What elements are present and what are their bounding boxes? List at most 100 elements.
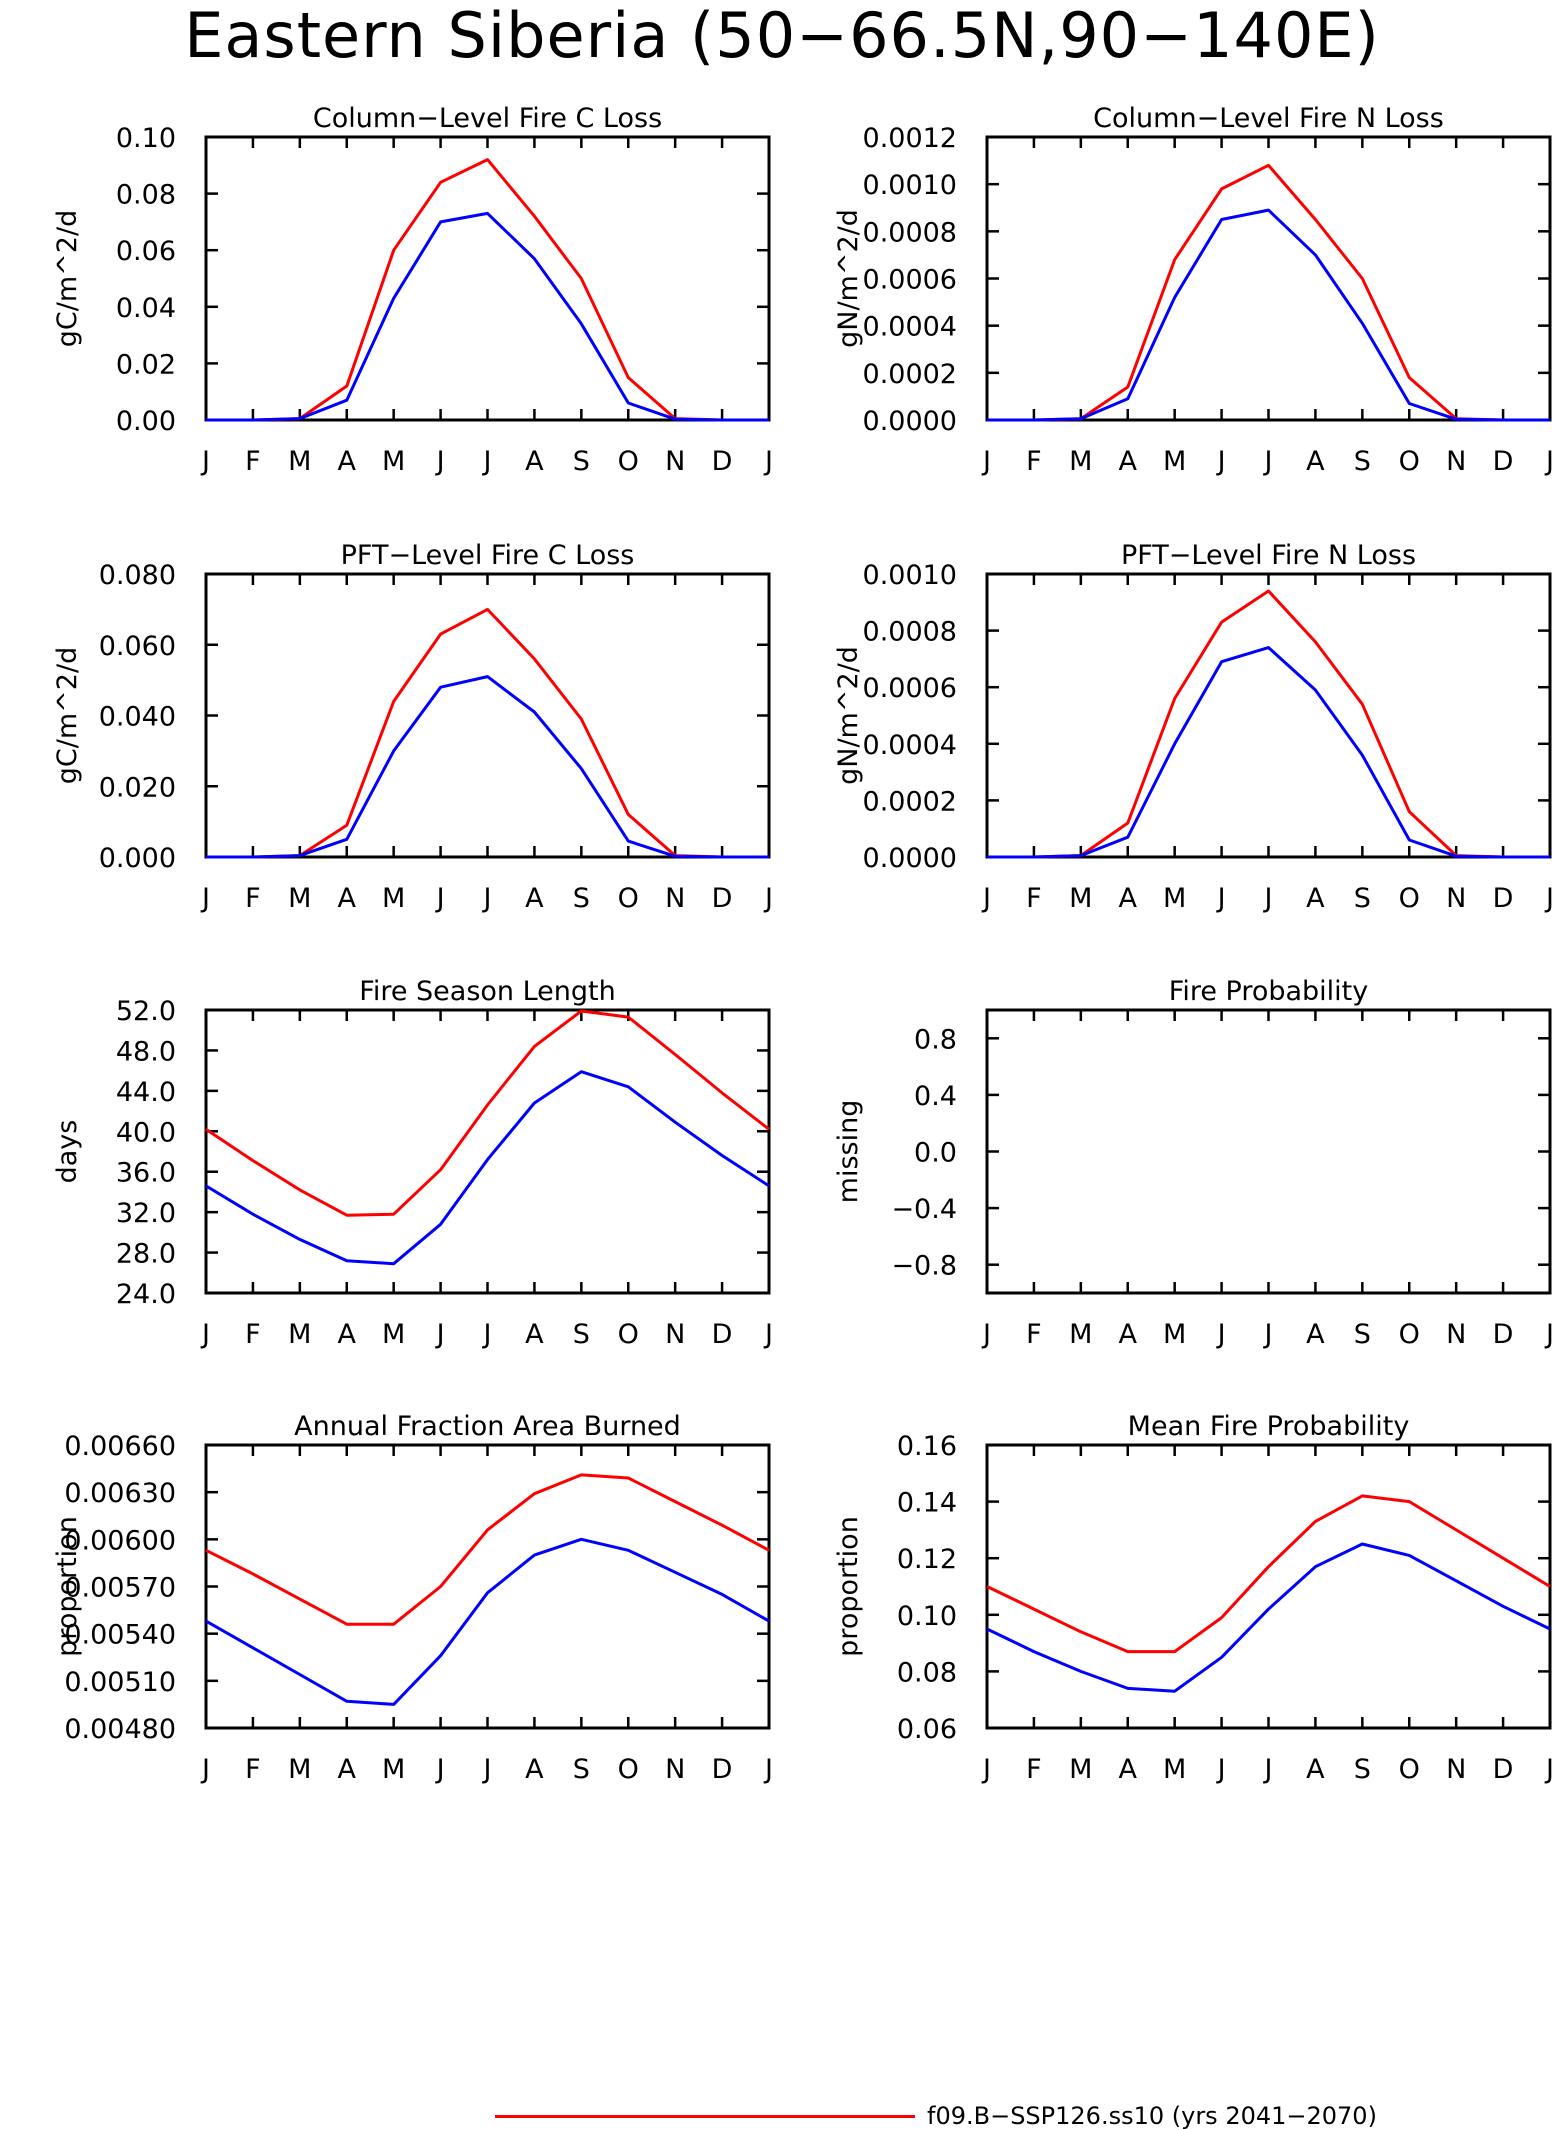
series-line-2 bbox=[987, 208, 1550, 422]
x-tick-label: N bbox=[1446, 1754, 1466, 1785]
x-tick-label: M bbox=[382, 883, 405, 914]
x-tick-label: D bbox=[1493, 1319, 1514, 1350]
plot-frame bbox=[985, 135, 1552, 422]
y-tick-label: 0.00480 bbox=[64, 1714, 176, 1745]
series-line-2 bbox=[205, 1537, 770, 1706]
x-tick-label: J bbox=[200, 883, 210, 914]
y-tick-label: 0.10 bbox=[116, 123, 176, 154]
x-tick-label: D bbox=[1493, 883, 1514, 914]
legend-red-line bbox=[495, 2114, 915, 2118]
y-tick-label: 0.0 bbox=[914, 1138, 957, 1169]
y-tick-label: 24.0 bbox=[116, 1279, 176, 1310]
x-tick-label: M bbox=[288, 1754, 311, 1785]
x-tick-label: J bbox=[981, 1754, 991, 1785]
y-tick-label: 36.0 bbox=[116, 1158, 176, 1189]
series-line-1 bbox=[986, 1494, 1551, 1654]
y-axis-label: days bbox=[52, 1120, 83, 1184]
y-tick-label: 0.0008 bbox=[863, 217, 957, 248]
y-tick-label: 0.060 bbox=[99, 631, 176, 662]
y-tick-label: 0.0006 bbox=[863, 673, 957, 704]
y-tick-label: 0.00 bbox=[116, 406, 176, 437]
figure-title: Eastern Siberia (50−66.5N,90−140E) bbox=[184, 0, 1380, 72]
x-tick-label: A bbox=[1119, 1754, 1138, 1785]
panel-title: Column−Level Fire N Loss bbox=[1093, 103, 1444, 134]
x-tick-label: J bbox=[981, 446, 991, 477]
x-tick-label: J bbox=[482, 1319, 492, 1350]
x-tick-label: J bbox=[1263, 1754, 1273, 1785]
y-tick-label: 0.06 bbox=[897, 1714, 957, 1745]
y-tick-label: −0.8 bbox=[891, 1251, 957, 1282]
x-tick-label: A bbox=[1306, 1319, 1325, 1350]
y-tick-label: 0.00600 bbox=[64, 1525, 176, 1556]
series-line-2 bbox=[986, 1542, 1551, 1693]
y-tick-label: 48.0 bbox=[116, 1036, 176, 1067]
x-tick-label: J bbox=[1263, 1319, 1273, 1350]
x-tick-label: M bbox=[1163, 1319, 1186, 1350]
series-line-1 bbox=[206, 158, 769, 422]
x-tick-label: J bbox=[981, 1319, 991, 1350]
x-tick-label: J bbox=[200, 1754, 210, 1785]
x-tick-label: N bbox=[665, 1319, 685, 1350]
y-axis-label: proportion bbox=[52, 1516, 83, 1657]
legend: f09.B−SSP126.ss10 (yrs 2041−2070) bbox=[495, 2102, 1377, 2130]
y-tick-label: 0.06 bbox=[116, 236, 176, 267]
x-tick-label: F bbox=[245, 883, 261, 914]
y-tick-label: −0.4 bbox=[891, 1194, 957, 1225]
y-tick-label: 0.040 bbox=[99, 702, 176, 733]
y-tick-label: 0.00630 bbox=[64, 1478, 176, 1509]
x-tick-label: M bbox=[1069, 446, 1092, 477]
y-tick-label: 0.0004 bbox=[863, 312, 957, 343]
y-tick-label: 44.0 bbox=[116, 1077, 176, 1108]
panel-title: PFT−Level Fire N Loss bbox=[1121, 540, 1416, 571]
series-line-2 bbox=[206, 675, 769, 859]
x-tick-label: N bbox=[1446, 446, 1466, 477]
y-tick-label: 0.0000 bbox=[863, 406, 957, 437]
series-line-1 bbox=[205, 1473, 770, 1626]
y-tick-label: 0.00540 bbox=[64, 1620, 176, 1651]
plot-frame bbox=[204, 1443, 771, 1730]
y-tick-label: 52.0 bbox=[116, 996, 176, 1027]
x-tick-label: J bbox=[435, 446, 445, 477]
x-tick-label: A bbox=[1306, 446, 1325, 477]
x-tick-label: A bbox=[1119, 1319, 1138, 1350]
x-tick-label: N bbox=[665, 883, 685, 914]
x-tick-label: S bbox=[1354, 446, 1371, 477]
x-tick-label: O bbox=[618, 1754, 639, 1785]
x-tick-label: F bbox=[1026, 446, 1042, 477]
series-line-2 bbox=[987, 646, 1550, 859]
x-tick-label: M bbox=[382, 1754, 405, 1785]
legend-label: f09.B−SSP126.ss10 (yrs 2041−2070) bbox=[927, 2102, 1377, 2130]
y-axis-label: gC/m^2/d bbox=[52, 647, 83, 784]
x-tick-label: J bbox=[1216, 446, 1226, 477]
series-line-1 bbox=[206, 607, 769, 859]
y-tick-label: 32.0 bbox=[116, 1198, 176, 1229]
x-tick-label: J bbox=[763, 446, 773, 477]
plot-frame bbox=[204, 135, 771, 422]
x-tick-label: A bbox=[338, 1319, 357, 1350]
x-tick-label: M bbox=[288, 1319, 311, 1350]
x-tick-label: D bbox=[712, 1319, 733, 1350]
x-tick-label: M bbox=[1163, 1754, 1186, 1785]
x-tick-label: O bbox=[618, 1319, 639, 1350]
series-line-1 bbox=[987, 589, 1550, 859]
y-tick-label: 0.00510 bbox=[64, 1667, 176, 1698]
x-tick-label: J bbox=[482, 883, 492, 914]
x-tick-label: J bbox=[1263, 883, 1273, 914]
x-tick-label: J bbox=[482, 446, 492, 477]
y-tick-label: 0.02 bbox=[116, 349, 176, 380]
y-tick-label: 0.16 bbox=[897, 1431, 957, 1462]
x-tick-label: A bbox=[1119, 446, 1138, 477]
x-tick-label: J bbox=[763, 883, 773, 914]
y-tick-label: 0.080 bbox=[99, 560, 176, 591]
y-tick-label: 0.020 bbox=[99, 772, 176, 803]
x-tick-label: J bbox=[1216, 1754, 1226, 1785]
x-tick-label: D bbox=[712, 1754, 733, 1785]
y-tick-label: 0.000 bbox=[99, 843, 176, 874]
x-tick-label: A bbox=[525, 1754, 544, 1785]
x-tick-label: J bbox=[1263, 446, 1273, 477]
x-tick-label: J bbox=[1216, 883, 1226, 914]
